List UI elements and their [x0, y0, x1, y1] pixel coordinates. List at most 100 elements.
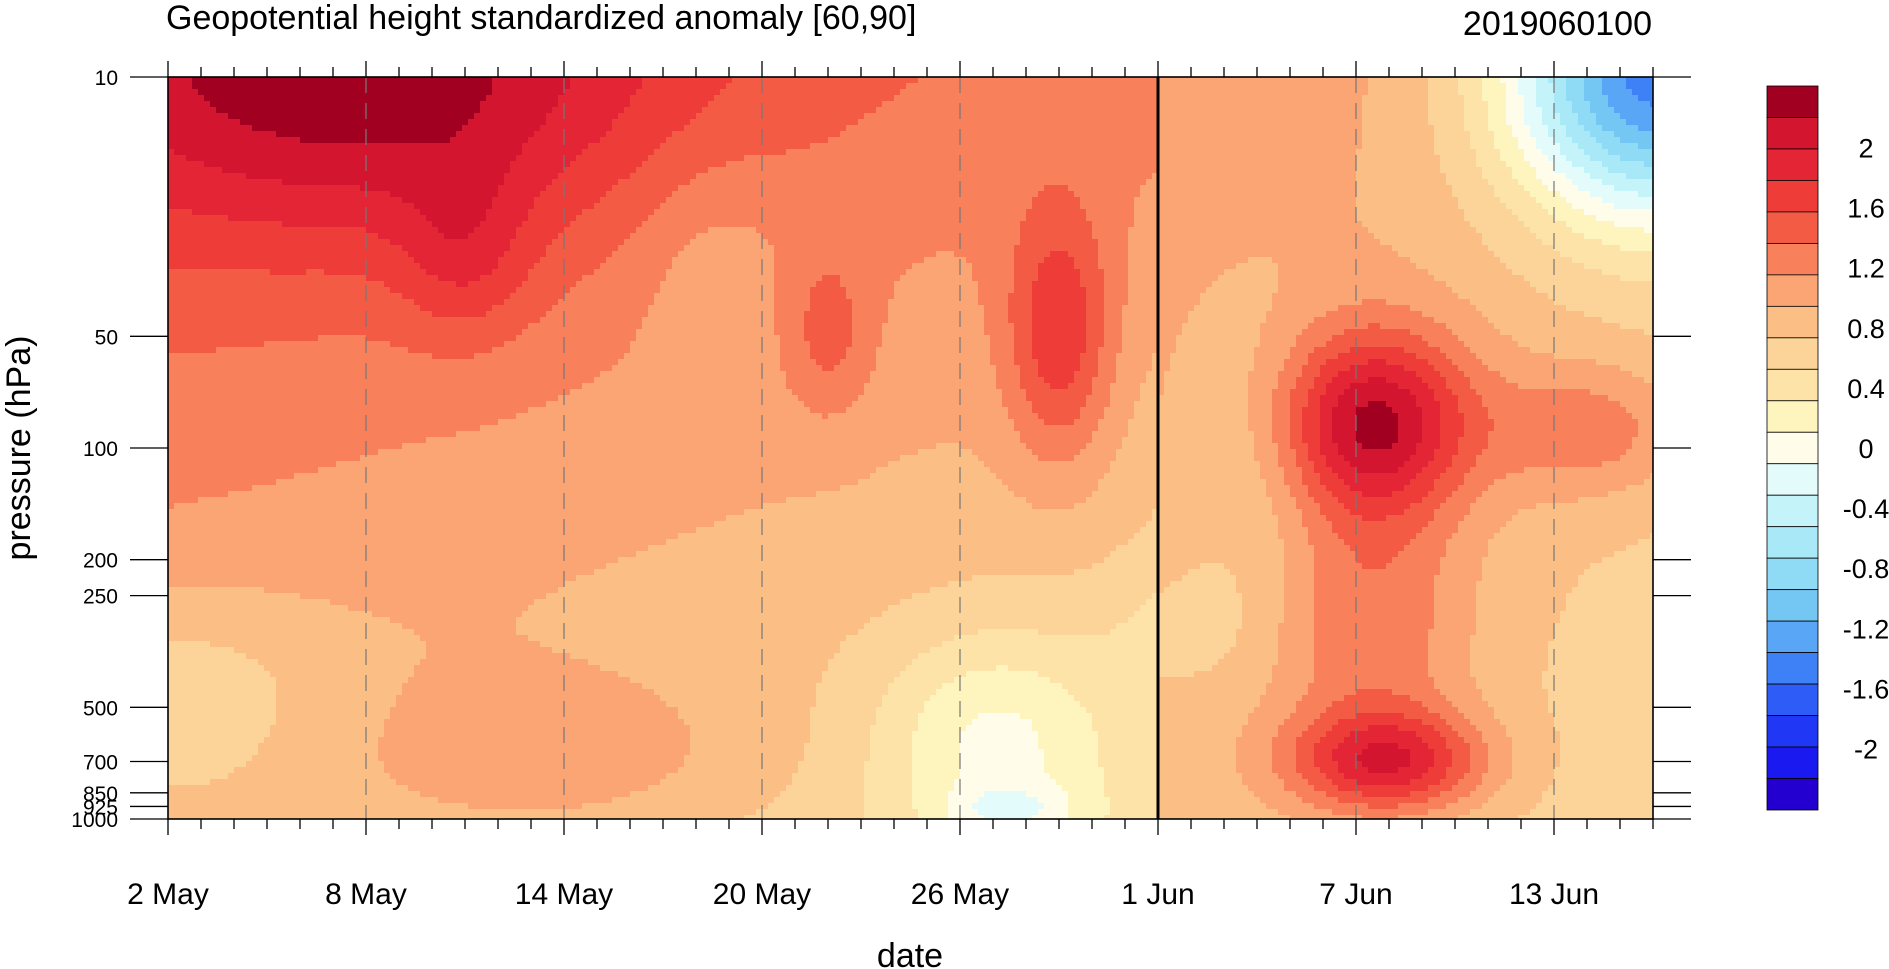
contour-cell	[330, 197, 337, 204]
contour-cell	[294, 101, 301, 108]
contour-cell	[294, 479, 301, 486]
contour-cell	[192, 335, 199, 342]
contour-cell	[180, 491, 187, 498]
contour-cell	[342, 389, 349, 396]
contour-cell	[396, 761, 403, 768]
contour-cell	[198, 491, 205, 498]
contour-cell	[306, 227, 313, 234]
contour-cell	[324, 407, 331, 414]
contour-cell	[348, 371, 355, 378]
contour-cell	[186, 305, 193, 312]
contour-cell	[324, 329, 331, 336]
contour-cell	[348, 665, 355, 672]
contour-cell	[240, 683, 247, 690]
contour-cell	[330, 689, 337, 696]
contour-cell	[324, 209, 331, 216]
contour-cell	[174, 713, 181, 720]
contour-cell	[372, 431, 379, 438]
contour-cell	[168, 335, 175, 342]
contour-cell	[318, 107, 325, 114]
contour-cell	[282, 443, 289, 450]
contour-cell	[342, 743, 349, 750]
contour-cell	[228, 449, 235, 456]
contour-cell	[222, 305, 229, 312]
contour-cell	[270, 785, 277, 792]
contour-cell	[246, 107, 253, 114]
contour-cell	[270, 473, 277, 480]
contour-cell	[186, 575, 193, 582]
contour-cell	[366, 521, 373, 528]
contour-cell	[180, 521, 187, 528]
contour-cell	[354, 287, 361, 294]
contour-cell	[366, 473, 373, 480]
contour-cell	[246, 455, 253, 462]
contour-cell	[372, 401, 379, 408]
contour-cell	[336, 641, 343, 648]
contour-cell	[204, 137, 211, 144]
contour-cell	[318, 413, 325, 420]
contour-cell	[336, 749, 343, 756]
contour-cell	[216, 599, 223, 606]
contour-cell	[180, 179, 187, 186]
contour-cell	[300, 599, 307, 606]
contour-cell	[240, 407, 247, 414]
contour-cell	[222, 395, 229, 402]
contour-cell	[210, 713, 217, 720]
contour-cell	[366, 539, 373, 546]
contour-cell	[258, 215, 265, 222]
contour-cell	[336, 635, 343, 642]
contour-cell	[384, 389, 391, 396]
contour-cell	[168, 281, 175, 288]
contour-cell	[252, 647, 259, 654]
contour-cell	[180, 383, 187, 390]
contour-cell	[234, 779, 241, 786]
contour-cell	[240, 389, 247, 396]
contour-cell	[228, 713, 235, 720]
contour-cell	[264, 773, 271, 780]
contour-cell	[294, 197, 301, 204]
contour-cell	[168, 431, 175, 438]
contour-cell	[258, 803, 265, 810]
contour-cell	[348, 107, 355, 114]
contour-cell	[402, 485, 409, 492]
contour-cell	[234, 593, 241, 600]
contour-cell	[234, 257, 241, 264]
contour-cell	[324, 467, 331, 474]
contour-cell	[396, 407, 403, 414]
contour-cell	[336, 113, 343, 120]
contour-cell	[294, 581, 301, 588]
contour-cell	[372, 791, 379, 798]
contour-cell	[210, 797, 217, 804]
contour-cell	[192, 605, 199, 612]
contour-cell	[396, 197, 403, 204]
contour-cell	[336, 125, 343, 132]
contour-cell	[354, 431, 361, 438]
contour-cell	[294, 803, 301, 810]
contour-cell	[396, 683, 403, 690]
contour-cell	[210, 755, 217, 762]
contour-cell	[180, 731, 187, 738]
contour-cell	[366, 179, 373, 186]
contour-cell	[198, 137, 205, 144]
contour-cell	[276, 311, 283, 318]
contour-cell	[186, 665, 193, 672]
contour-cell	[312, 545, 319, 552]
contour-cell	[378, 473, 385, 480]
contour-cell	[384, 203, 391, 210]
contour-cell	[354, 341, 361, 348]
contour-cell	[240, 797, 247, 804]
contour-cell	[180, 323, 187, 330]
contour-cell	[288, 749, 295, 756]
contour-cell	[312, 83, 319, 90]
contour-cell	[192, 221, 199, 228]
contour-cell	[222, 761, 229, 768]
contour-cell	[282, 605, 289, 612]
contour-cell	[360, 197, 367, 204]
contour-cell	[300, 317, 307, 324]
contour-cell	[294, 779, 301, 786]
contour-cell	[330, 107, 337, 114]
contour-cell	[210, 191, 217, 198]
contour-cell	[330, 467, 337, 474]
contour-cell	[300, 323, 307, 330]
contour-cell	[366, 593, 373, 600]
